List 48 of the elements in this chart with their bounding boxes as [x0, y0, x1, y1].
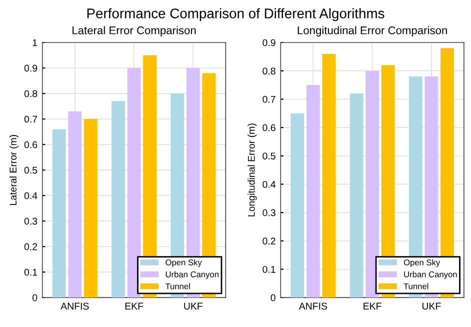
bar	[127, 68, 141, 298]
x-tick-label: UKF	[184, 302, 202, 310]
legend-label: Open Sky	[404, 259, 440, 268]
x-tick-label: ANFIS	[60, 302, 89, 310]
y-tick-label: 0.7	[262, 96, 276, 103]
bar	[68, 111, 82, 298]
bar	[290, 113, 304, 298]
bar	[350, 94, 364, 298]
x-tick-label: EKF	[125, 302, 144, 310]
y-tick-label: 0.4	[24, 192, 38, 200]
bar	[84, 119, 98, 298]
bar	[52, 129, 66, 298]
y-tick-label: 0	[270, 294, 276, 302]
y-tick-label: 0.6	[262, 124, 276, 132]
bar	[112, 101, 125, 298]
bar	[306, 85, 320, 298]
y-tick-label: 1	[32, 39, 38, 46]
y-tick-label: 0.6	[24, 141, 38, 148]
y-axis-title: Longitudinal Error (m)	[248, 124, 257, 216]
y-tick-label: 0.3	[262, 209, 276, 216]
y-tick-label: 0.3	[24, 218, 38, 225]
legend-label: Open Sky	[166, 259, 202, 268]
y-tick-label: 0.4	[262, 180, 276, 188]
y-tick-label: 0.9	[24, 64, 38, 72]
y-tick-label: 0.2	[262, 238, 276, 245]
chart-title: Lateral Error Comparison	[72, 26, 196, 36]
bar	[322, 54, 336, 298]
chart-title: Longitudinal Error Comparison	[298, 26, 447, 36]
x-tick-label: EKF	[364, 302, 382, 310]
text: Performance Comparison of Different Algorithms	[87, 8, 384, 22]
legend-label: Tunnel	[165, 283, 190, 290]
legend-label: Urban Canyon	[166, 271, 218, 279]
y-tick-label: 0.5	[24, 166, 38, 174]
y-tick-label: 0.5	[262, 152, 276, 160]
x-tick-label: ANFIS	[298, 302, 328, 310]
legend-label: Tunnel	[404, 283, 428, 290]
y-tick-label: 0.2	[24, 243, 38, 250]
y-tick-label: 0.1	[262, 266, 276, 273]
y-tick-label: 0.1	[24, 268, 38, 276]
legend-label: Urban Canyon	[404, 271, 457, 279]
y-tick-label: 0	[32, 294, 38, 302]
y-tick-label: 0.7	[24, 116, 38, 123]
y-axis-title: Lateral Error (m)	[9, 134, 18, 205]
y-tick-label: 0.8	[262, 68, 276, 74]
y-tick-label: 0.9	[262, 39, 276, 46]
x-tick-label: UKF	[422, 302, 441, 310]
y-tick-label: 0.8	[24, 90, 38, 98]
bar	[366, 70, 379, 298]
